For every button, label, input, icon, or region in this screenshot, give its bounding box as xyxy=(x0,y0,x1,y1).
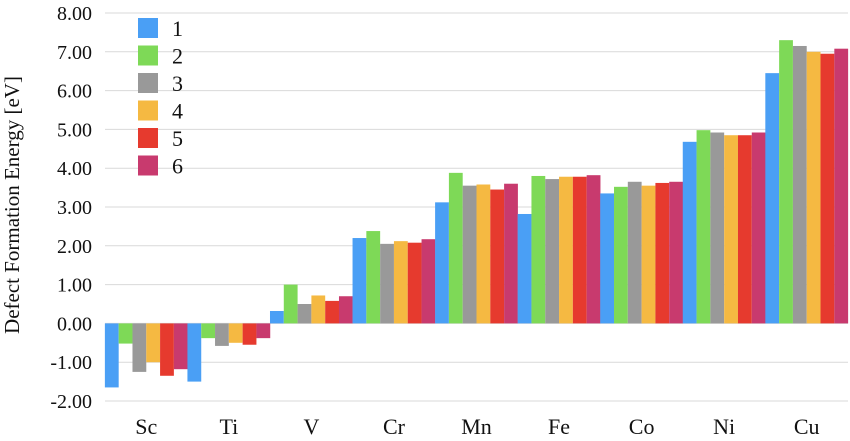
bar-Fe-series-2 xyxy=(531,175,546,324)
bar-Co-series-6 xyxy=(669,181,684,324)
bar-V-series-1 xyxy=(269,310,284,324)
bar-Ti-series-4 xyxy=(228,323,243,343)
x-category-label: Ni xyxy=(713,414,735,439)
bar-Cu-series-1 xyxy=(765,73,780,324)
bar-Co-series-2 xyxy=(614,186,628,324)
bar-Fe-series-5 xyxy=(572,176,587,324)
bar-Sc-series-3 xyxy=(132,323,147,372)
bar-Mn-series-4 xyxy=(476,184,491,324)
bar-V-series-3 xyxy=(297,304,312,324)
y-tick-label: 8.00 xyxy=(57,3,92,25)
y-tick-label: 3.00 xyxy=(57,197,92,219)
y-tick-label: -1.00 xyxy=(50,352,92,374)
bar-Mn-series-6 xyxy=(504,183,518,324)
bar-Sc-series-1 xyxy=(104,323,119,388)
bars xyxy=(104,40,849,388)
legend: 1 23 45 6 xyxy=(138,16,183,179)
bar-V-series-4 xyxy=(311,295,326,324)
bar-Fe-series-4 xyxy=(559,176,573,324)
legend-swatch xyxy=(138,18,158,38)
x-category-label: V xyxy=(303,414,319,439)
legend-swatch xyxy=(138,73,158,93)
bar-V-series-5 xyxy=(325,300,339,324)
bar-Sc-series-4 xyxy=(146,323,161,363)
y-tick-label: 0.00 xyxy=(57,313,92,335)
x-category-label: Sc xyxy=(135,414,157,439)
bar-Cu-series-2 xyxy=(779,40,793,324)
x-category-label: Cr xyxy=(383,414,406,439)
y-tick-label: 1.00 xyxy=(57,275,92,297)
bar-Fe-series-6 xyxy=(586,175,601,324)
x-category-label: Co xyxy=(629,414,655,439)
legend-label: 6 xyxy=(172,154,183,179)
bar-Ti-series-2 xyxy=(201,323,216,339)
bar-Cr-series-4 xyxy=(393,241,408,324)
y-tick-label: 4.00 xyxy=(57,158,92,180)
bar-Ti-series-5 xyxy=(242,323,257,345)
bar-V-series-6 xyxy=(338,296,353,324)
legend-swatch xyxy=(138,155,158,176)
bar-Sc-series-2 xyxy=(118,323,133,344)
legend-label: 4 xyxy=(172,99,183,124)
bar-Cr-series-1 xyxy=(352,238,367,324)
legend-swatch xyxy=(138,128,158,148)
bar-Cr-series-3 xyxy=(380,243,394,324)
bar-V-series-2 xyxy=(283,284,298,324)
bar-Fe-series-1 xyxy=(517,213,532,324)
bar-Sc-series-6 xyxy=(173,323,188,370)
y-tick-label: 2.00 xyxy=(57,236,92,258)
bar-Cr-series-2 xyxy=(366,231,381,324)
bar-Co-series-4 xyxy=(641,185,656,324)
bar-Cu-series-4 xyxy=(806,51,821,324)
bar-Ni-series-1 xyxy=(682,141,697,324)
bar-Co-series-1 xyxy=(600,193,615,324)
x-category-label: Ti xyxy=(219,414,238,439)
y-tick-label: 7.00 xyxy=(57,42,92,64)
bar-Mn-series-1 xyxy=(435,202,449,324)
x-category-label: Cu xyxy=(794,414,820,439)
bar-Co-series-3 xyxy=(627,181,642,324)
bar-Ti-series-6 xyxy=(256,323,271,339)
bar-Mn-series-2 xyxy=(448,172,463,324)
y-axis-label: Defect Formation Energy [eV] xyxy=(0,76,24,334)
y-tick-label: 5.00 xyxy=(57,119,92,141)
legend-label: 5 xyxy=(172,126,183,151)
bar-Sc-series-5 xyxy=(160,323,174,376)
legend-label: 3 xyxy=(172,71,183,96)
bar-Ti-series-1 xyxy=(187,323,202,382)
bar-Co-series-5 xyxy=(655,182,670,324)
bar-Cr-series-5 xyxy=(407,242,422,324)
legend-label: 1 xyxy=(172,16,183,41)
y-axis-ticks: -2.00 -1.00 0.00 1.00 2.00 3.00 4.00 5.00 6.00 7.… xyxy=(50,3,92,413)
y-tick-label: -2.00 xyxy=(50,391,92,413)
bar-Cu-series-6 xyxy=(834,48,849,324)
bar-Fe-series-3 xyxy=(545,179,560,324)
bar-Ni-series-4 xyxy=(724,135,738,324)
bar-Ni-series-3 xyxy=(710,132,725,324)
bar-Cr-series-6 xyxy=(421,239,436,324)
bar-Ni-series-5 xyxy=(737,135,752,324)
x-category-label: Mn xyxy=(461,414,492,439)
legend-swatch xyxy=(138,45,158,66)
bar-Mn-series-5 xyxy=(490,189,505,324)
bar-Ni-series-2 xyxy=(696,130,711,324)
bar-Cu-series-5 xyxy=(820,53,835,324)
bar-Ti-series-3 xyxy=(215,323,229,346)
legend-swatch xyxy=(138,100,158,121)
x-category-label: Fe xyxy=(548,414,570,439)
x-axis-categories: Sc Ti V Cr Mn Fe Co Ni Cu xyxy=(135,414,819,439)
legend-label: 2 xyxy=(172,44,183,69)
y-tick-label: 6.00 xyxy=(57,81,92,103)
bar-Ni-series-6 xyxy=(751,132,766,324)
bar-Mn-series-3 xyxy=(462,185,477,324)
bar-Cu-series-3 xyxy=(792,45,807,324)
